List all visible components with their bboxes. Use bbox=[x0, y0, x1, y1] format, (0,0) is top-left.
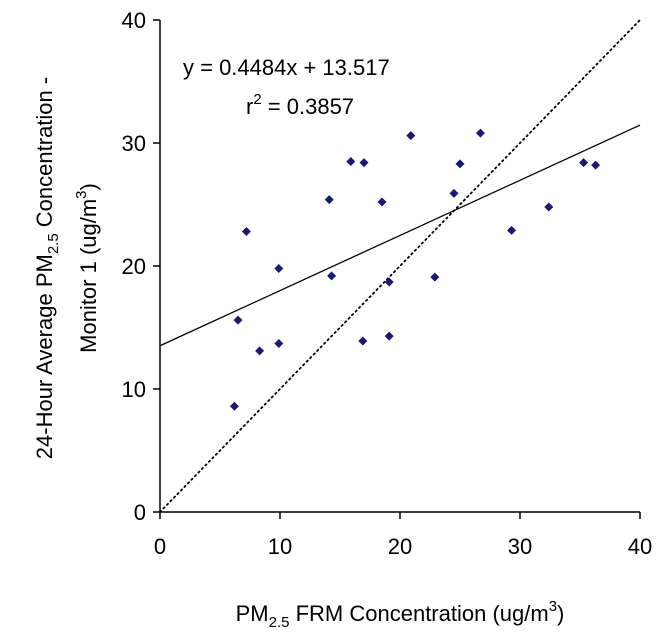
reference-line bbox=[159, 19, 641, 513]
y-title-line1-sub: 2.5 bbox=[45, 233, 62, 254]
trendline bbox=[159, 124, 641, 347]
data-point bbox=[544, 202, 554, 212]
points-layer bbox=[229, 128, 601, 411]
y-title-line1-pre: 24-Hour Average PM bbox=[32, 254, 57, 459]
data-point bbox=[384, 331, 394, 341]
y-tick-label: 0 bbox=[134, 500, 146, 525]
data-point bbox=[591, 160, 601, 170]
r2-superscript: 2 bbox=[253, 91, 261, 108]
data-point bbox=[475, 128, 485, 138]
y-title-line2: Monitor 1 (ug/m3) bbox=[73, 183, 101, 353]
y-tick-label: 20 bbox=[122, 254, 146, 279]
data-point bbox=[327, 271, 337, 281]
x-tick-label: 0 bbox=[154, 534, 166, 559]
y-title-line1: 24-Hour Average PM2.5 Concentration - bbox=[32, 77, 62, 459]
x-title-post: FRM Concentration (ug/m bbox=[289, 601, 548, 626]
x-title-end: ) bbox=[557, 601, 564, 626]
data-point bbox=[346, 156, 356, 166]
y-tick-label: 10 bbox=[122, 377, 146, 402]
data-point bbox=[274, 263, 284, 273]
data-point bbox=[384, 277, 394, 287]
x-axis-title: PM2.5 FRM Concentration (ug/m3) bbox=[236, 598, 565, 631]
lines-layer bbox=[159, 19, 641, 513]
data-point bbox=[507, 225, 517, 235]
trendline-equation: y = 0.4484x + 13.517 bbox=[183, 55, 390, 80]
data-point bbox=[229, 401, 239, 411]
x-title-sub: 2.5 bbox=[269, 614, 290, 631]
r2-value: = 0.3857 bbox=[262, 94, 354, 119]
x-title-sup: 3 bbox=[549, 598, 557, 615]
y-title-line2-sup: 3 bbox=[73, 190, 90, 198]
y-tick-label: 30 bbox=[122, 131, 146, 156]
data-point bbox=[324, 195, 334, 205]
data-point bbox=[579, 158, 589, 168]
data-point bbox=[377, 197, 387, 207]
x-tick-label: 40 bbox=[628, 534, 652, 559]
r2-prefix: r bbox=[246, 94, 253, 119]
x-title-pre: PM bbox=[236, 601, 269, 626]
y-tick-label: 40 bbox=[122, 8, 146, 33]
data-point bbox=[455, 159, 465, 169]
data-point bbox=[406, 131, 416, 141]
data-point bbox=[233, 315, 243, 325]
r-squared-label: r2 = 0.3857 bbox=[246, 91, 354, 119]
x-tick-label: 10 bbox=[268, 534, 292, 559]
y-title-line2-pre: Monitor 1 (ug/m bbox=[76, 199, 101, 353]
y-axis-title: 24-Hour Average PM2.5 Concentration - Mo… bbox=[32, 77, 101, 459]
data-point bbox=[359, 158, 369, 168]
x-tick-label: 20 bbox=[388, 534, 412, 559]
axes: 0 10 20 30 40 0 10 20 30 40 bbox=[122, 8, 653, 559]
data-point bbox=[255, 346, 265, 356]
y-title-line1-post: Concentration - bbox=[32, 77, 57, 234]
data-point bbox=[358, 336, 368, 346]
data-point bbox=[241, 227, 251, 237]
x-tick-label: 30 bbox=[508, 534, 532, 559]
y-title-line2-end: ) bbox=[76, 183, 101, 190]
data-point bbox=[449, 188, 459, 198]
data-point bbox=[430, 272, 440, 282]
data-point bbox=[274, 338, 284, 348]
